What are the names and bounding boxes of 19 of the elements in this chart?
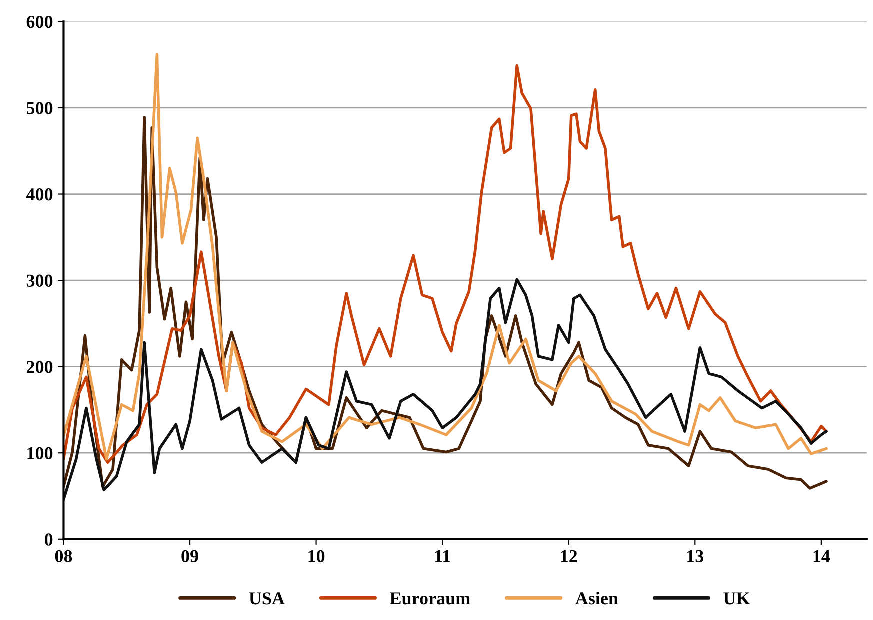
x-tick-label: 14 bbox=[814, 550, 830, 562]
legend-label: Asien bbox=[576, 592, 618, 605]
x-tick-label: 09 bbox=[182, 550, 198, 563]
y-tick-label: 600 bbox=[26, 16, 53, 28]
y-tick-label: 400 bbox=[26, 188, 53, 201]
x-tick-label: 10 bbox=[308, 550, 325, 563]
legend-label: UK bbox=[724, 592, 750, 605]
y-tick-label: 500 bbox=[26, 102, 53, 114]
line-series bbox=[64, 278, 828, 502]
y-tick-label: 0 bbox=[44, 534, 53, 546]
legend-label: USA bbox=[249, 592, 285, 605]
x-tick-label: 13 bbox=[688, 550, 704, 563]
legend-label: Euroraum bbox=[390, 592, 470, 605]
y-tick-label: 300 bbox=[26, 274, 53, 287]
y-tick-label: 100 bbox=[28, 447, 53, 460]
x-tick-label: 08 bbox=[55, 550, 72, 563]
y-tick-label: 200 bbox=[26, 361, 53, 374]
x-tick-label: 12 bbox=[561, 550, 578, 562]
x-tick-label: 11 bbox=[435, 550, 450, 562]
